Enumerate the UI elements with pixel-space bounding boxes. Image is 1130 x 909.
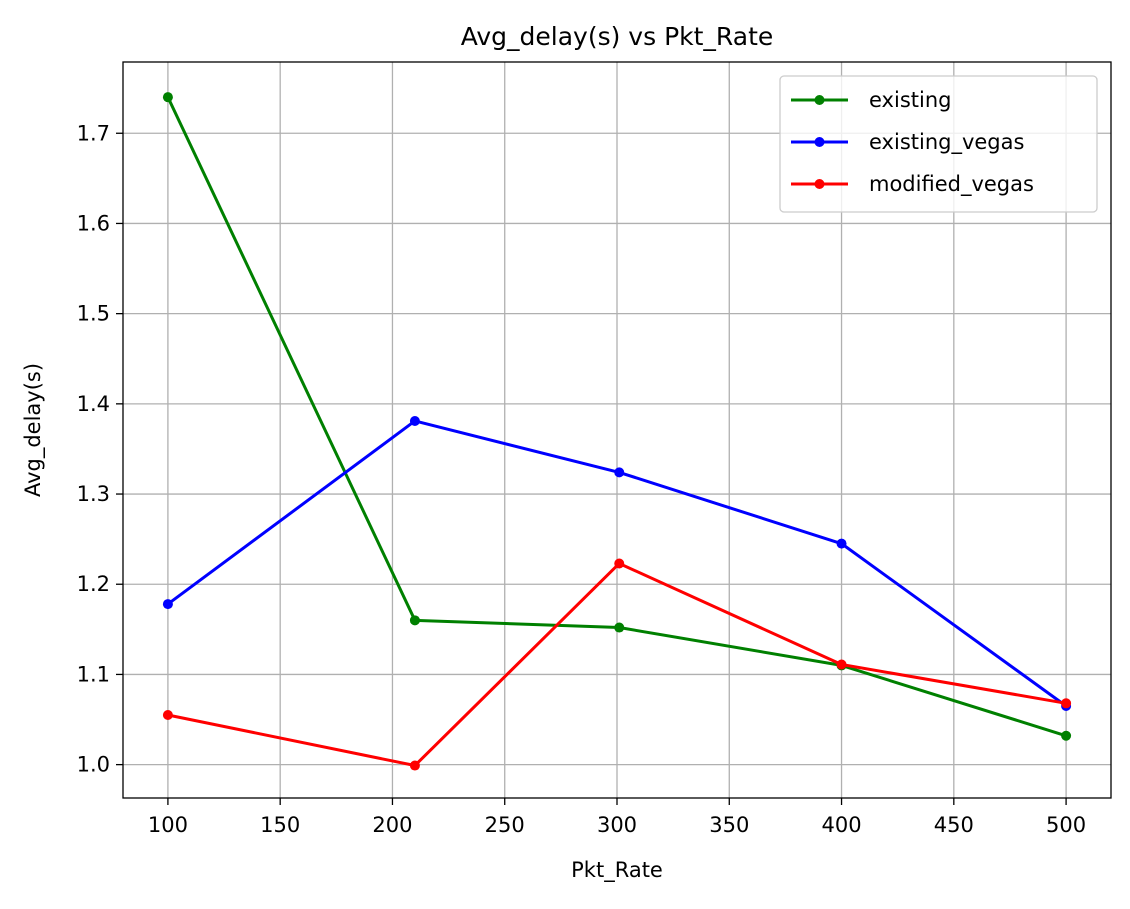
- x-tick-label: 400: [821, 813, 861, 837]
- x-tick-label: 500: [1046, 813, 1086, 837]
- legend-item-modified_vegas: modified_vegas: [791, 172, 1034, 197]
- legend-label: existing_vegas: [869, 130, 1024, 155]
- y-tick-label: 1.1: [77, 662, 110, 686]
- x-tick-label: 450: [934, 813, 974, 837]
- data-point: [162, 710, 173, 721]
- x-tick-label: 350: [709, 813, 749, 837]
- x-tick-label: 150: [260, 813, 300, 837]
- legend-box: [779, 75, 1098, 213]
- data-point: [836, 659, 847, 670]
- x-axis-label: Pkt_Rate: [571, 858, 663, 883]
- series-modified_vegas: [162, 558, 1072, 771]
- y-tick-label: 1.0: [77, 753, 110, 777]
- y-tick-label: 1.6: [77, 211, 110, 235]
- data-point: [614, 558, 625, 569]
- legend-label: existing: [869, 88, 951, 112]
- x-tick-label: 300: [597, 813, 637, 837]
- data-point: [1061, 698, 1072, 709]
- y-tick-label: 1.7: [77, 121, 110, 145]
- data-point: [614, 622, 625, 633]
- x-tick-label: 250: [485, 813, 525, 837]
- legend: existing existing_vegas modified_vegas: [779, 75, 1098, 213]
- legend-marker: [814, 137, 825, 147]
- y-tick-label: 1.4: [77, 392, 110, 416]
- y-tick-label: 1.5: [77, 302, 110, 326]
- x-tick-label: 200: [372, 813, 412, 837]
- axis-ticks: 100 150 200 250 300 350 400 450 500 1.0 1.1 1.2 1.3 1…: [77, 121, 1087, 837]
- data-point: [409, 415, 420, 426]
- data-point: [836, 538, 847, 549]
- legend-label: modified_vegas: [869, 172, 1034, 197]
- y-axis-label: Avg_delay(s): [21, 363, 46, 497]
- y-tick-label: 1.2: [77, 572, 110, 596]
- chart-title: Avg_delay(s) vs Pkt_Rate: [461, 22, 774, 51]
- data-point: [614, 467, 625, 478]
- x-tick-label: 100: [148, 813, 188, 837]
- data-point: [409, 615, 420, 626]
- legend-item-existing: existing: [791, 88, 951, 112]
- data-point: [162, 92, 173, 103]
- data-point: [409, 760, 420, 771]
- data-point: [162, 599, 173, 610]
- legend-marker: [814, 179, 825, 189]
- y-tick-label: 1.3: [77, 482, 110, 506]
- data-point: [1061, 730, 1072, 741]
- series-lines: [162, 92, 1072, 771]
- legend-marker: [814, 95, 825, 105]
- legend-item-existing_vegas: existing_vegas: [791, 130, 1024, 155]
